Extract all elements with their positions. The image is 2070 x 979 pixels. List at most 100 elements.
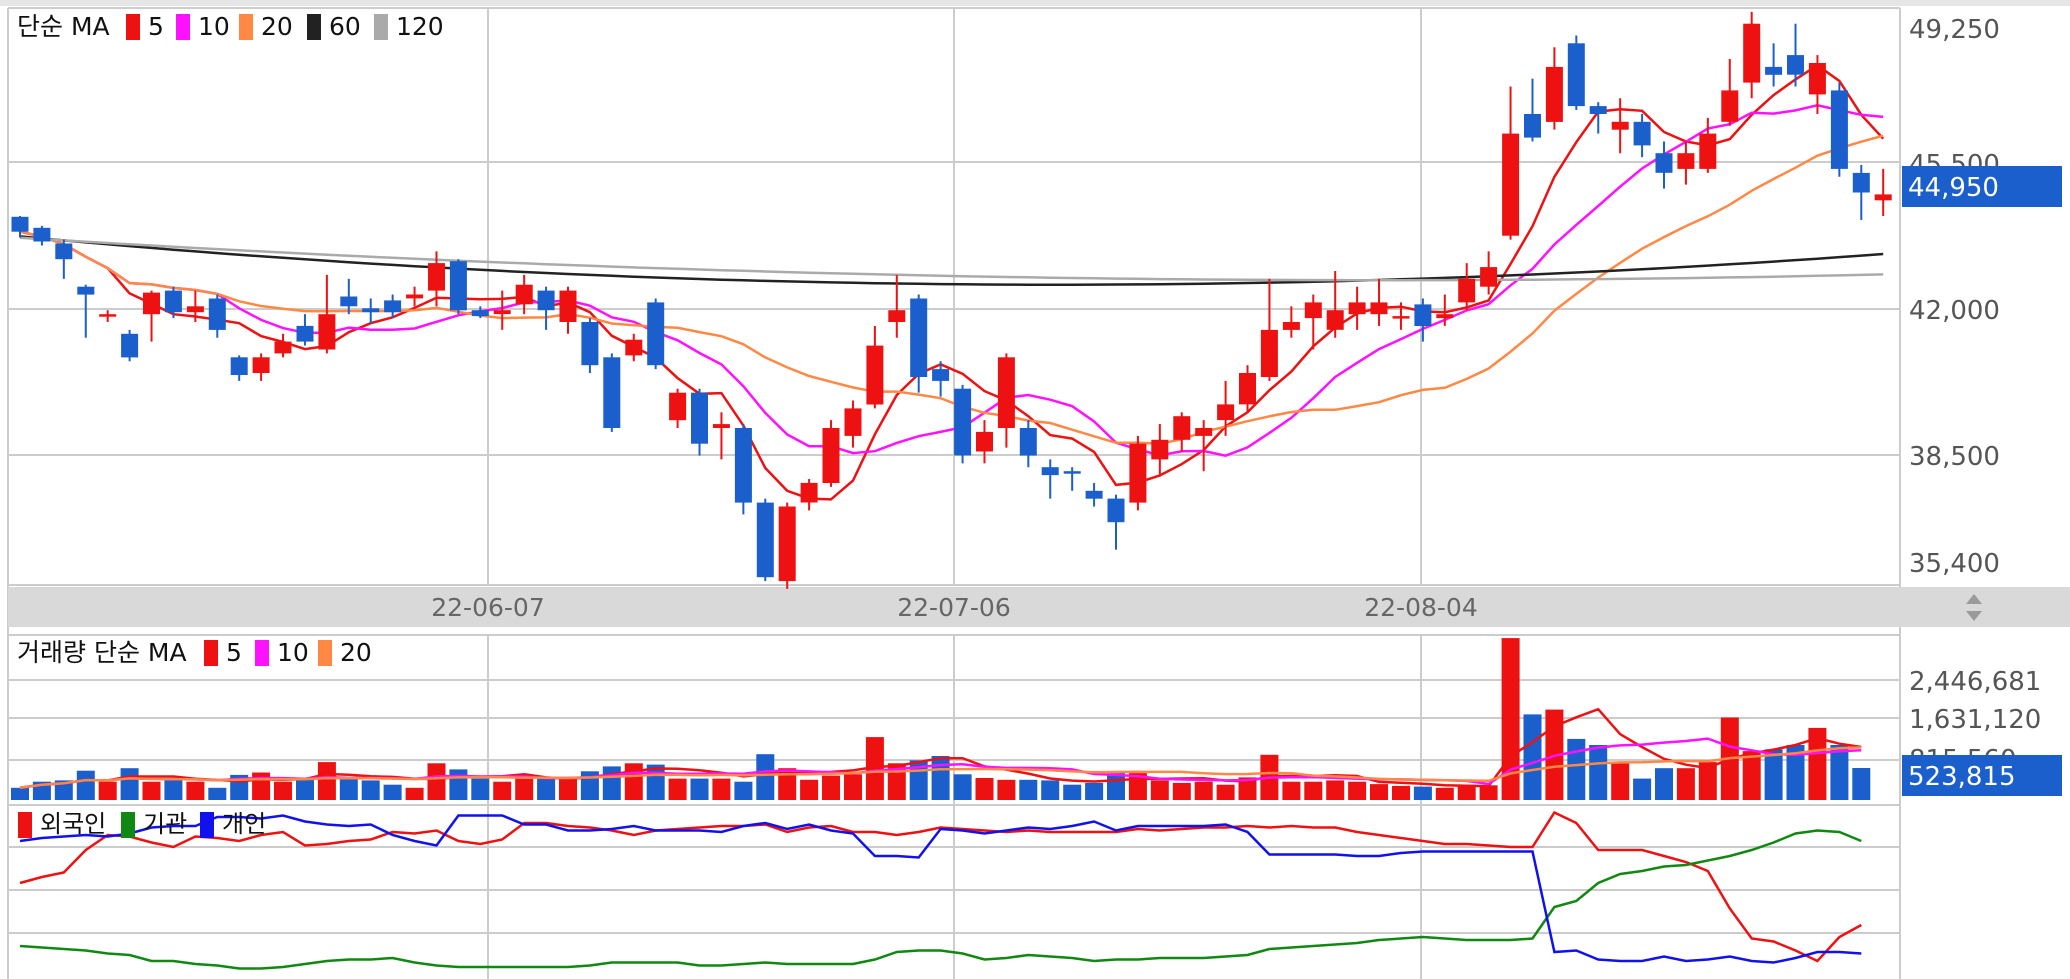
volume-bar bbox=[1150, 780, 1169, 800]
volume-bar bbox=[317, 762, 336, 800]
volume-axis-tick: 1,631,120 bbox=[1909, 705, 2041, 735]
candle-body bbox=[1874, 194, 1892, 201]
candle-body bbox=[340, 296, 358, 307]
candle-body bbox=[1765, 66, 1783, 75]
candle-body bbox=[581, 322, 599, 366]
volume-bar bbox=[515, 778, 534, 800]
candle-body bbox=[625, 339, 643, 356]
volume-bar bbox=[471, 778, 490, 800]
volume-bar bbox=[1589, 745, 1608, 800]
candle-body bbox=[1239, 373, 1256, 405]
legend-label: 120 bbox=[396, 12, 444, 41]
candle-body bbox=[537, 290, 555, 311]
candle-body bbox=[866, 345, 884, 405]
candle-body bbox=[691, 392, 708, 444]
candle-body bbox=[559, 290, 577, 322]
volume-bar bbox=[800, 779, 819, 800]
volume-bar bbox=[997, 779, 1016, 800]
candle-body bbox=[910, 298, 928, 377]
volume-legend[interactable]: 거래량 단순 MA 5 10 20 bbox=[17, 638, 372, 667]
candle-body bbox=[1677, 153, 1695, 169]
volume-ma-20-line bbox=[19, 746, 1862, 790]
candle-body bbox=[11, 216, 29, 232]
legend-label: 10 bbox=[198, 12, 230, 41]
candle-body bbox=[1217, 404, 1235, 421]
volume-bar bbox=[1633, 778, 1652, 800]
candle-body bbox=[1260, 329, 1278, 377]
volume-bar bbox=[1786, 745, 1805, 800]
ma-120-line bbox=[19, 236, 1884, 282]
candle-body bbox=[99, 314, 117, 317]
candle-body bbox=[1655, 153, 1673, 173]
candle-body bbox=[954, 388, 972, 456]
candle-body bbox=[230, 357, 248, 375]
candle-body bbox=[1502, 133, 1520, 236]
volume-bar bbox=[734, 781, 753, 800]
candle-body bbox=[669, 392, 687, 421]
volume-bar bbox=[405, 787, 424, 800]
candle-body bbox=[1414, 304, 1432, 326]
candle-body bbox=[647, 302, 665, 366]
volume-bar bbox=[624, 763, 643, 800]
volume-bar bbox=[1238, 777, 1257, 800]
volume-bar bbox=[690, 778, 709, 800]
current-volume-marker bbox=[1902, 755, 2062, 796]
volume-bar bbox=[602, 766, 621, 800]
candle-body bbox=[1107, 498, 1125, 523]
candle-body bbox=[296, 325, 314, 342]
candle-body bbox=[734, 428, 752, 503]
candle-body bbox=[164, 290, 182, 313]
price-legend[interactable]: 단순 MA 5 10 20 60 120 bbox=[17, 12, 444, 41]
legend-swatch bbox=[204, 640, 218, 666]
candle-body bbox=[1721, 90, 1739, 122]
candle-body bbox=[1085, 490, 1103, 499]
candle-body bbox=[1436, 314, 1454, 319]
legend-swatch bbox=[176, 14, 190, 40]
candle-body bbox=[449, 261, 467, 311]
candle-body bbox=[1524, 114, 1541, 138]
candle-body bbox=[1370, 302, 1388, 315]
candle-body bbox=[1633, 121, 1651, 146]
legend-label: 기관 bbox=[143, 810, 187, 838]
legend-swatch bbox=[121, 812, 135, 838]
candle-body bbox=[1063, 471, 1081, 474]
candle-body bbox=[515, 284, 533, 305]
date-label: 22-06-07 bbox=[431, 593, 544, 622]
candle-body bbox=[712, 424, 730, 428]
volume-ma-5-line bbox=[19, 707, 1862, 790]
date-label: 22-08-04 bbox=[1364, 593, 1477, 622]
candle-body bbox=[1743, 23, 1761, 83]
volume-bar bbox=[1019, 779, 1038, 800]
candlestick-series bbox=[11, 11, 1892, 589]
candle-body bbox=[208, 298, 226, 330]
volume-bar bbox=[1041, 780, 1060, 800]
candle-body bbox=[121, 333, 139, 358]
volume-bar bbox=[1194, 781, 1213, 800]
volume-bar bbox=[778, 768, 797, 800]
volume-bar bbox=[1698, 762, 1717, 800]
volume-bar bbox=[712, 778, 731, 800]
candle-body bbox=[77, 286, 95, 295]
legend-swatch bbox=[374, 14, 388, 40]
candle-body bbox=[778, 506, 796, 582]
candle-body bbox=[976, 431, 993, 452]
candle-body bbox=[1019, 428, 1037, 456]
volume-bar bbox=[1392, 785, 1410, 800]
volume-bar bbox=[361, 780, 380, 800]
candle-body bbox=[252, 357, 270, 373]
candle-body bbox=[1304, 302, 1322, 319]
legend-swatch bbox=[18, 812, 32, 838]
volume-bar bbox=[1304, 781, 1323, 800]
price-axis-tick: 49,250 bbox=[1909, 15, 2000, 45]
investor-legend[interactable]: 외국인 기관 개인 bbox=[18, 810, 266, 838]
volume-bar bbox=[427, 763, 446, 800]
investor-line bbox=[19, 814, 1862, 964]
investor-line bbox=[19, 810, 1862, 963]
candle-body bbox=[186, 306, 204, 313]
volume-bar bbox=[164, 780, 183, 800]
candle-body bbox=[1611, 121, 1629, 130]
candle-body bbox=[756, 502, 774, 578]
panel-resize-handle-icon[interactable] bbox=[1966, 594, 1982, 621]
